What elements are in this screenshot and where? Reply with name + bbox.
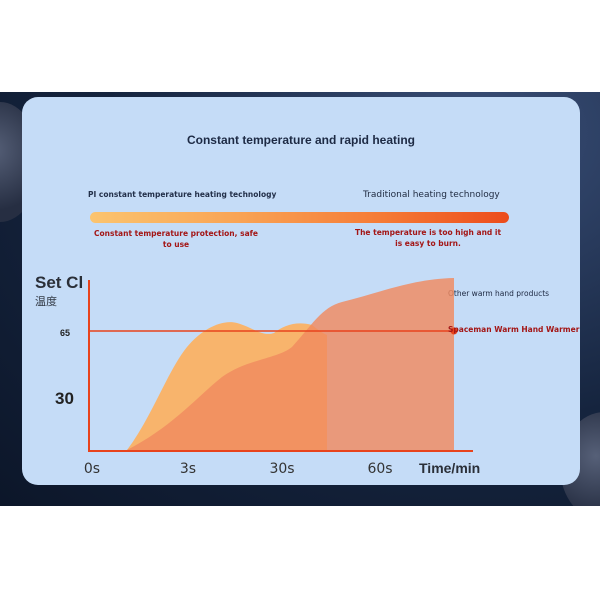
y-tick-label: 65 [60, 328, 70, 338]
x-tick-label: 60s [367, 461, 392, 477]
temperature-gradient-bar [90, 212, 509, 223]
x-tick-label: 0s [84, 461, 100, 477]
reference-endpoint [450, 327, 458, 335]
burn-warning-note: The temperature is too high and it is ea… [354, 228, 502, 248]
chart-title: Constant temperature and rapid heating [186, 133, 416, 147]
y-tick-label: 30 [55, 389, 74, 408]
legend-spaceman-warmer: Spaceman Warm Hand Warmer [448, 325, 580, 334]
chart-card: Constant temperature and rapid heating P… [22, 97, 580, 485]
chart-plot: 65 30 0s 3s 30s 60s Time/min [55, 278, 480, 477]
y-axis-title: Set Cl [35, 273, 84, 292]
legend-other-products: Other warm hand products [448, 289, 550, 298]
pi-technology-label: PI constant temperature heating technolo… [88, 190, 277, 199]
x-tick-label: 30s [269, 461, 294, 477]
x-tick-label: 3s [180, 461, 196, 477]
x-axis-title: Time/min [419, 460, 480, 476]
traditional-technology-label: Traditional heating technology [363, 190, 500, 200]
y-axis-subtitle: 温度 [35, 295, 57, 308]
area-other-products [127, 278, 454, 450]
safe-note: Constant temperature protection, safe to… [94, 229, 258, 249]
